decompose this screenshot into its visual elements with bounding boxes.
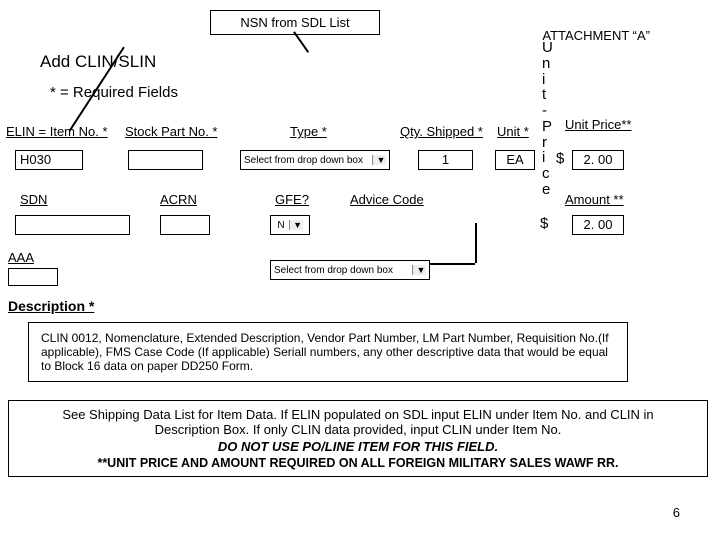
acrn-label: ACRN xyxy=(160,192,197,207)
type-label: Type * xyxy=(290,124,327,139)
description-box[interactable]: CLIN 0012, Nomenclature, Extended Descri… xyxy=(28,322,628,382)
aaa-label: AAA xyxy=(8,250,34,265)
advice-dropdown-hint: Select from drop down box xyxy=(274,265,393,276)
acrn-input[interactable] xyxy=(160,215,210,235)
nsn-box: NSN from SDL List xyxy=(210,10,380,35)
sdn-input[interactable] xyxy=(15,215,130,235)
unit-price-value: 2. 00 xyxy=(584,152,613,167)
qty-input[interactable]: 1 xyxy=(418,150,473,170)
stock-part-label: Stock Part No. * xyxy=(125,124,217,139)
advice-dropdown[interactable]: Select from drop down box ▼ xyxy=(270,260,430,280)
required-note: * = Required Fields xyxy=(50,84,178,101)
footer-l2: DO NOT USE PO/LINE ITEM FOR THIS FIELD. xyxy=(29,439,687,454)
currency-amt-icon: $ xyxy=(540,215,548,232)
chevron-down-icon: ▼ xyxy=(289,220,303,230)
vertical-text: Unit-Price xyxy=(542,40,553,198)
unit-price-input[interactable]: 2. 00 xyxy=(572,150,624,170)
description-text: CLIN 0012, Nomenclature, Extended Descri… xyxy=(41,331,609,373)
elin-prefix: ELIN = xyxy=(6,124,50,139)
aaa-input[interactable] xyxy=(8,268,58,286)
item-no-label: Item No. * xyxy=(50,124,108,139)
item-no-value: H030 xyxy=(20,152,51,167)
callout-line-hor xyxy=(430,263,475,265)
unit-label: Unit * xyxy=(497,124,529,139)
gfe-dropdown[interactable]: N ▼ xyxy=(270,215,310,235)
attachment-label: ATTACHMENT “A” xyxy=(542,28,650,43)
page-title: Add CLIN/SLIN xyxy=(40,52,156,72)
gfe-value: N xyxy=(277,220,284,231)
sdn-label: SDN xyxy=(20,192,47,207)
stock-part-input[interactable] xyxy=(128,150,203,170)
amount-value: 2. 00 xyxy=(584,217,613,232)
page-number: 6 xyxy=(673,505,680,520)
gfe-label: GFE? xyxy=(275,192,309,207)
currency-up-icon: $ xyxy=(556,150,564,167)
qty-label: Qty. Shipped * xyxy=(400,124,483,139)
qty-value: 1 xyxy=(442,152,449,167)
callout-line-vert xyxy=(475,223,477,263)
elin-item-label: ELIN = Item No. * xyxy=(6,124,108,139)
amount-input[interactable]: 2. 00 xyxy=(572,215,624,235)
footer-box: See Shipping Data List for Item Data. If… xyxy=(8,400,708,477)
unit-value: EA xyxy=(506,152,523,167)
chevron-down-icon: ▼ xyxy=(412,265,426,275)
amount-label: Amount ** xyxy=(565,192,624,207)
advice-label: Advice Code xyxy=(350,192,424,207)
unit-input[interactable]: EA xyxy=(495,150,535,170)
footer-l1: See Shipping Data List for Item Data. If… xyxy=(29,407,687,437)
unit-price-label: Unit Price** xyxy=(565,118,631,132)
item-no-input[interactable]: H030 xyxy=(15,150,83,170)
type-dropdown-hint: Select from drop down box xyxy=(244,155,363,166)
type-dropdown[interactable]: Select from drop down box ▼ xyxy=(240,150,390,170)
description-label: Description * xyxy=(8,298,94,314)
chevron-down-icon: ▼ xyxy=(372,155,386,165)
nsn-label: NSN from SDL List xyxy=(240,15,349,30)
footer-l3: **UNIT PRICE AND AMOUNT REQUIRED ON ALL … xyxy=(29,456,687,470)
